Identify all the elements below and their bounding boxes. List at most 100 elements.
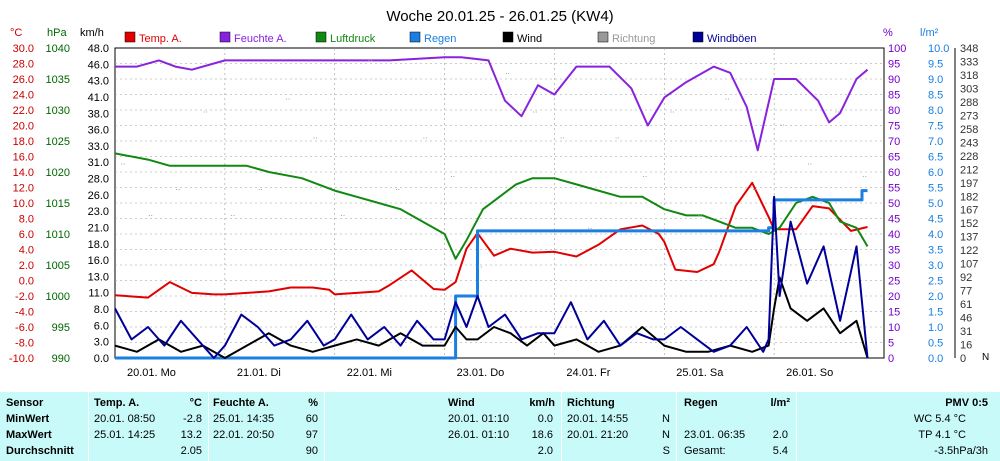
- wind-tick-label: 16.0: [88, 255, 109, 267]
- rain-axis-unit: l/m²: [920, 27, 939, 39]
- stats-min-temp-time: 20.01. 08:50: [94, 413, 156, 425]
- x-tick-label: 20.01. Mo: [127, 367, 176, 379]
- humidity-tick-label: 10: [888, 322, 900, 334]
- temp-tick-label: -10.0: [9, 353, 34, 365]
- stats-max-temp-time: 25.01. 14:25: [94, 429, 156, 441]
- temp-tick-label: 4.0: [19, 245, 34, 257]
- humidity-tick-label: 85: [888, 90, 900, 102]
- rain-tick-label: 10.0: [928, 43, 949, 55]
- regen-line: [115, 189, 868, 360]
- direction-point: ..: [505, 66, 510, 76]
- wind-tick-label: 6.0: [94, 320, 109, 332]
- direction-point: ..: [340, 208, 345, 218]
- rain-tick-label: 9.0: [928, 74, 943, 86]
- direction-tick-label: 61: [960, 299, 972, 311]
- pressure-tick-label: 990: [52, 353, 70, 365]
- x-tick-label: 21.01. Di: [237, 367, 281, 379]
- direction-tick-label: 122: [960, 245, 978, 257]
- legend-swatch: [692, 31, 704, 43]
- stats-min-dir-value: N: [662, 413, 670, 425]
- stats-max-rain-value: 2.0: [772, 429, 788, 441]
- direction-point: ..: [285, 92, 290, 102]
- stats-min-dir-time: 20.01. 14:55: [567, 413, 629, 425]
- stats-min-wind-time: 20.01. 01:10: [448, 413, 510, 425]
- wind-tick-label: 3.0: [94, 337, 109, 349]
- wind-tick-label: 38.0: [88, 108, 109, 120]
- legend-swatch: [502, 31, 514, 43]
- temp-tick-label: 14.0: [13, 167, 34, 179]
- humidity-tick-label: 5: [888, 338, 894, 350]
- stats-max-wind-value: 18.6: [531, 429, 553, 441]
- feuchte-a-line: [115, 56, 869, 152]
- stats-header-sensor: Sensor: [6, 397, 44, 409]
- direction-axis-mark: N: [982, 352, 989, 363]
- wind-tick-label: 46.0: [88, 59, 109, 71]
- direction-tick-label: 303: [960, 83, 978, 95]
- stats-avg-hum-value: 90: [305, 445, 318, 457]
- stats-header-wind-unit: km/h: [529, 397, 555, 409]
- temp-tick-label: 2.0: [19, 260, 34, 272]
- temp-tick-label: 8.0: [19, 214, 34, 226]
- direction-point: ..: [313, 130, 318, 140]
- pressure-tick-label: 995: [52, 322, 70, 334]
- stats-header-wind: Wind: [448, 397, 475, 409]
- pressure-tick-label: 1040: [46, 43, 70, 55]
- rain-tick-label: 7.5: [928, 121, 943, 133]
- direction-tick-label: 92: [960, 272, 972, 284]
- direction-tick-label: 243: [960, 137, 978, 149]
- temp-tick-label: 24.0: [13, 90, 34, 102]
- windb-en-line: [114, 195, 869, 359]
- humidity-tick-label: 35: [888, 245, 900, 257]
- stats-row-min-label: MinWert: [6, 413, 50, 425]
- chart-title: Woche 20.01.25 - 26.01.25 (KW4): [386, 8, 613, 25]
- wind-tick-label: 13.0: [88, 271, 109, 283]
- direction-point: ..: [862, 169, 867, 179]
- direction-point: ..: [478, 260, 483, 270]
- stats-header-hum: Feuchte A.: [213, 397, 269, 409]
- chart-plot-area: ........................................…: [114, 53, 869, 360]
- pressure-tick-label: 1035: [46, 74, 70, 86]
- rain-tick-label: 2.0: [928, 291, 943, 303]
- rain-tick-label: 7.0: [928, 136, 943, 148]
- humidity-tick-label: 80: [888, 105, 900, 117]
- direction-tick-label: 167: [960, 205, 978, 217]
- humidity-tick-label: 15: [888, 307, 900, 319]
- direction-tick-label: 273: [960, 110, 978, 122]
- legend-swatch: [409, 31, 421, 43]
- humidity-tick-label: 50: [888, 198, 900, 210]
- humidity-tick-label: 45: [888, 214, 900, 226]
- direction-point: ..: [203, 105, 208, 115]
- legend-label: Luftdruck: [330, 33, 376, 45]
- direction-tick-label: 77: [960, 286, 972, 298]
- temp-tick-label: -8.0: [15, 338, 34, 350]
- pressure-axis-unit: hPa: [47, 27, 67, 39]
- direction-point: ..: [560, 130, 565, 140]
- temp-tick-label: 20.0: [13, 121, 34, 133]
- pressure-tick-label: 1015: [46, 198, 70, 210]
- humidity-tick-label: 25: [888, 276, 900, 288]
- wind-tick-label: 18.0: [88, 239, 109, 251]
- direction-point: ..: [175, 182, 180, 192]
- legend-label: Windböen: [707, 33, 757, 45]
- humidity-axis-unit: %: [883, 27, 893, 39]
- stats-avg-dir-value: S: [662, 445, 670, 457]
- humidity-tick-label: 95: [888, 59, 900, 71]
- pressure-tick-label: 1030: [46, 105, 70, 117]
- temp-tick-label: 0.0: [19, 276, 34, 288]
- temp-tick-label: 26.0: [13, 74, 34, 86]
- temp-tick-label: 6.0: [19, 229, 34, 241]
- direction-point: ..: [258, 182, 263, 192]
- stats-max-rain-time: 23.01. 06:35: [684, 429, 746, 441]
- humidity-tick-label: 0: [888, 353, 894, 365]
- temp-tick-label: -4.0: [15, 307, 34, 319]
- stats-header-rain-unit: l/m²: [770, 397, 790, 409]
- stats-max-dir-time: 20.01. 21:20: [567, 429, 629, 441]
- legend-label: Feuchte A.: [234, 33, 287, 45]
- humidity-tick-label: 90: [888, 74, 900, 86]
- stats-pmv-pressure-trend: -3.5hPa/3h: [934, 445, 988, 457]
- direction-point: ..: [752, 182, 757, 192]
- rain-tick-label: 6.5: [928, 152, 943, 164]
- direction-tick-label: 0: [960, 353, 966, 365]
- rain-tick-label: 0.0: [928, 353, 943, 365]
- direction-tick-label: 318: [960, 70, 978, 82]
